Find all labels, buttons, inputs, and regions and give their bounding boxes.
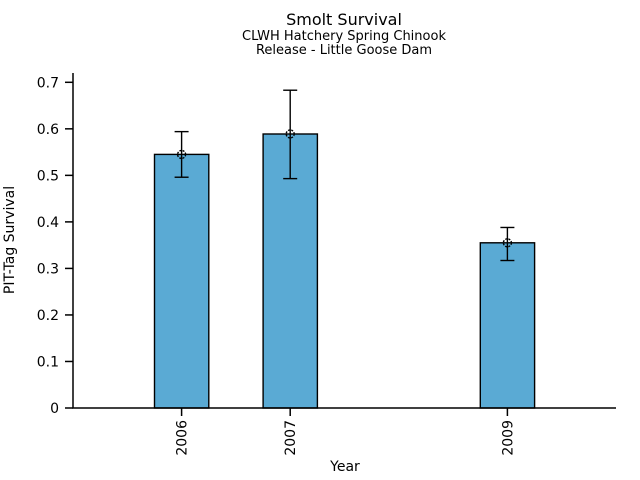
point-marker-2006 (176, 149, 187, 160)
tick-labels-layer: 0 0.1 0.2 0.3 0.4 0.5 0.6 0.7 2006 2007 2009 (37, 75, 517, 455)
y-tick-label-0: 0 (50, 401, 59, 417)
bar-2007 (262, 133, 319, 409)
y-tick-label-0.2: 0.2 (37, 308, 59, 324)
x-axis-label: Year (329, 459, 360, 475)
chart-subtitle-line1: CLWH Hatchery Spring Chinook (242, 29, 446, 44)
chart-subtitle-line2: Release - Little Goose Dam (256, 43, 432, 58)
point-marker-2007 (285, 129, 295, 139)
y-tick-label-0.7: 0.7 (37, 75, 59, 91)
bar-2006 (153, 153, 210, 409)
bar-2009 (479, 242, 536, 409)
x-tick-label-2009: 2009 (500, 420, 516, 456)
bars-layer (153, 133, 536, 409)
y-tick-label-0.3: 0.3 (37, 261, 59, 277)
point-marker-2009 (502, 238, 513, 248)
y-tick-label-0.6: 0.6 (37, 122, 59, 138)
x-tick-label-2007: 2007 (283, 420, 299, 456)
chart-title: Smolt Survival (286, 10, 402, 29)
y-tick-label-0.1: 0.1 (37, 354, 59, 370)
markers-layer (176, 129, 513, 248)
y-tick-label-0.5: 0.5 (37, 168, 59, 184)
axes-layer (65, 73, 616, 416)
y-tick-label-0.4: 0.4 (37, 215, 59, 231)
x-tick-label-2006: 2006 (175, 420, 191, 456)
error-bars-layer (174, 89, 515, 262)
y-axis-label: PIT-Tag Survival (2, 186, 18, 294)
